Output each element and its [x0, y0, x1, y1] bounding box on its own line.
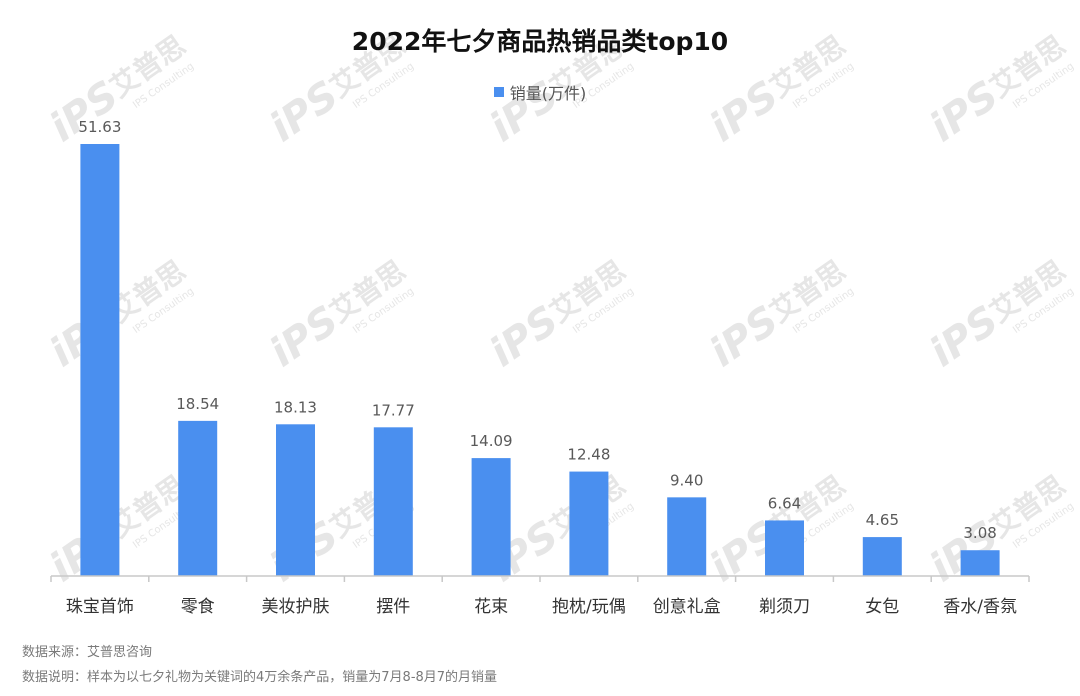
- category-tick-label: 零食: [181, 597, 215, 617]
- legend-swatch: [493, 87, 504, 97]
- bar: [569, 471, 609, 576]
- bar: [862, 537, 902, 576]
- bar: [471, 458, 511, 576]
- data-label: 51.63: [78, 118, 121, 136]
- bar: [373, 427, 413, 576]
- category-tick-label: 珠宝首饰: [66, 597, 134, 617]
- data-label: 9.40: [670, 471, 703, 489]
- data-label: 14.09: [470, 432, 513, 450]
- category-tick-label: 摆件: [376, 597, 410, 617]
- bar: [960, 550, 1000, 576]
- legend: 销量(万件): [0, 80, 1080, 104]
- category-tick-label: 抱枕/玩偶: [552, 597, 626, 617]
- category-tick-label: 美妆护肤: [262, 597, 330, 617]
- data-label: 3.08: [963, 524, 996, 542]
- x-axis: [50, 575, 1030, 582]
- data-label: 12.48: [567, 446, 610, 464]
- data-label: 17.77: [372, 401, 415, 419]
- bar: [276, 424, 315, 576]
- sample-note: 数据说明：样本为以七夕礼物为关键词的4万余条产品，销量为7月8-8月7的月销量: [22, 670, 498, 685]
- category-tick-label: 女包: [865, 597, 899, 617]
- bar: [765, 520, 804, 576]
- bar: [667, 497, 707, 576]
- value-label-group: 51.63 18.54 18.13 17.77 14.09 12.48 9.40 6.64 4.…: [78, 118, 996, 542]
- bar: [80, 144, 120, 576]
- data-label: 18.54: [176, 395, 219, 413]
- data-label: 4.65: [866, 511, 899, 529]
- legend-label: 销量(万件): [509, 84, 587, 103]
- category-tick-label: 花束: [474, 597, 508, 617]
- data-label: 6.64: [768, 494, 801, 512]
- category-tick-label: 创意礼盒: [653, 597, 721, 617]
- category-tick-label: 香水/香氛: [943, 597, 1017, 617]
- bar-group: [80, 144, 1000, 576]
- source-note: 数据来源：艾普思咨询: [22, 645, 153, 660]
- category-tick-label: 剃须刀: [759, 597, 810, 617]
- data-label: 18.13: [274, 398, 317, 416]
- chart-title: 2022年七夕商品热销品类top10: [351, 27, 729, 56]
- bar: [178, 420, 218, 576]
- category-label-group: 珠宝首饰 零食 美妆护肤 摆件 花束 抱枕/玩偶 创意礼盒 剃须刀 女包 香水/香氛: [66, 597, 1017, 617]
